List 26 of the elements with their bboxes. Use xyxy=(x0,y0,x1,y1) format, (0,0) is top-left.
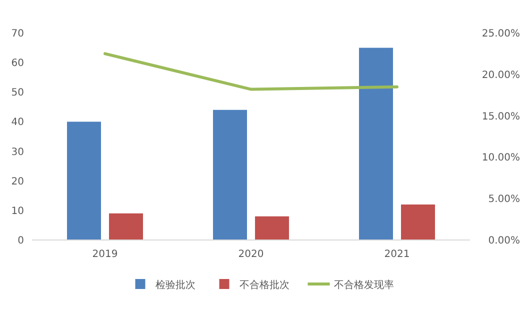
x-tick-label: 2020 xyxy=(238,249,264,260)
y-tick-label: 70 xyxy=(11,28,24,40)
y2-tick-label: 25.00% xyxy=(482,28,520,40)
legend-label: 不合格发现率 xyxy=(334,279,394,291)
bar xyxy=(255,216,289,240)
legend-label: 检验批次 xyxy=(155,279,196,291)
x-tick-label: 2021 xyxy=(384,249,410,260)
y2-tick-label: 15.00% xyxy=(482,111,520,122)
bar xyxy=(109,213,143,240)
y-tick-label: 50 xyxy=(11,88,24,99)
y2-tick-label: 5.00% xyxy=(488,194,520,206)
bar xyxy=(67,122,101,240)
x-tick-label: 2019 xyxy=(92,249,118,260)
y-tick-label: 0 xyxy=(18,236,24,246)
y-tick-label: 30 xyxy=(11,146,24,158)
y-tick-label: 60 xyxy=(11,58,24,70)
y2-tick-label: 20.00% xyxy=(482,70,520,81)
legend-label: 不合格批次 xyxy=(239,279,290,291)
y2-tick-label: 0.00% xyxy=(488,236,520,246)
bar xyxy=(359,48,393,240)
bar xyxy=(401,204,435,240)
bar xyxy=(213,110,247,240)
y2-tick-label: 10.00% xyxy=(482,152,520,164)
y-tick-label: 40 xyxy=(11,117,24,128)
y-tick-label: 20 xyxy=(11,176,24,188)
y-tick-label: 10 xyxy=(11,206,24,217)
